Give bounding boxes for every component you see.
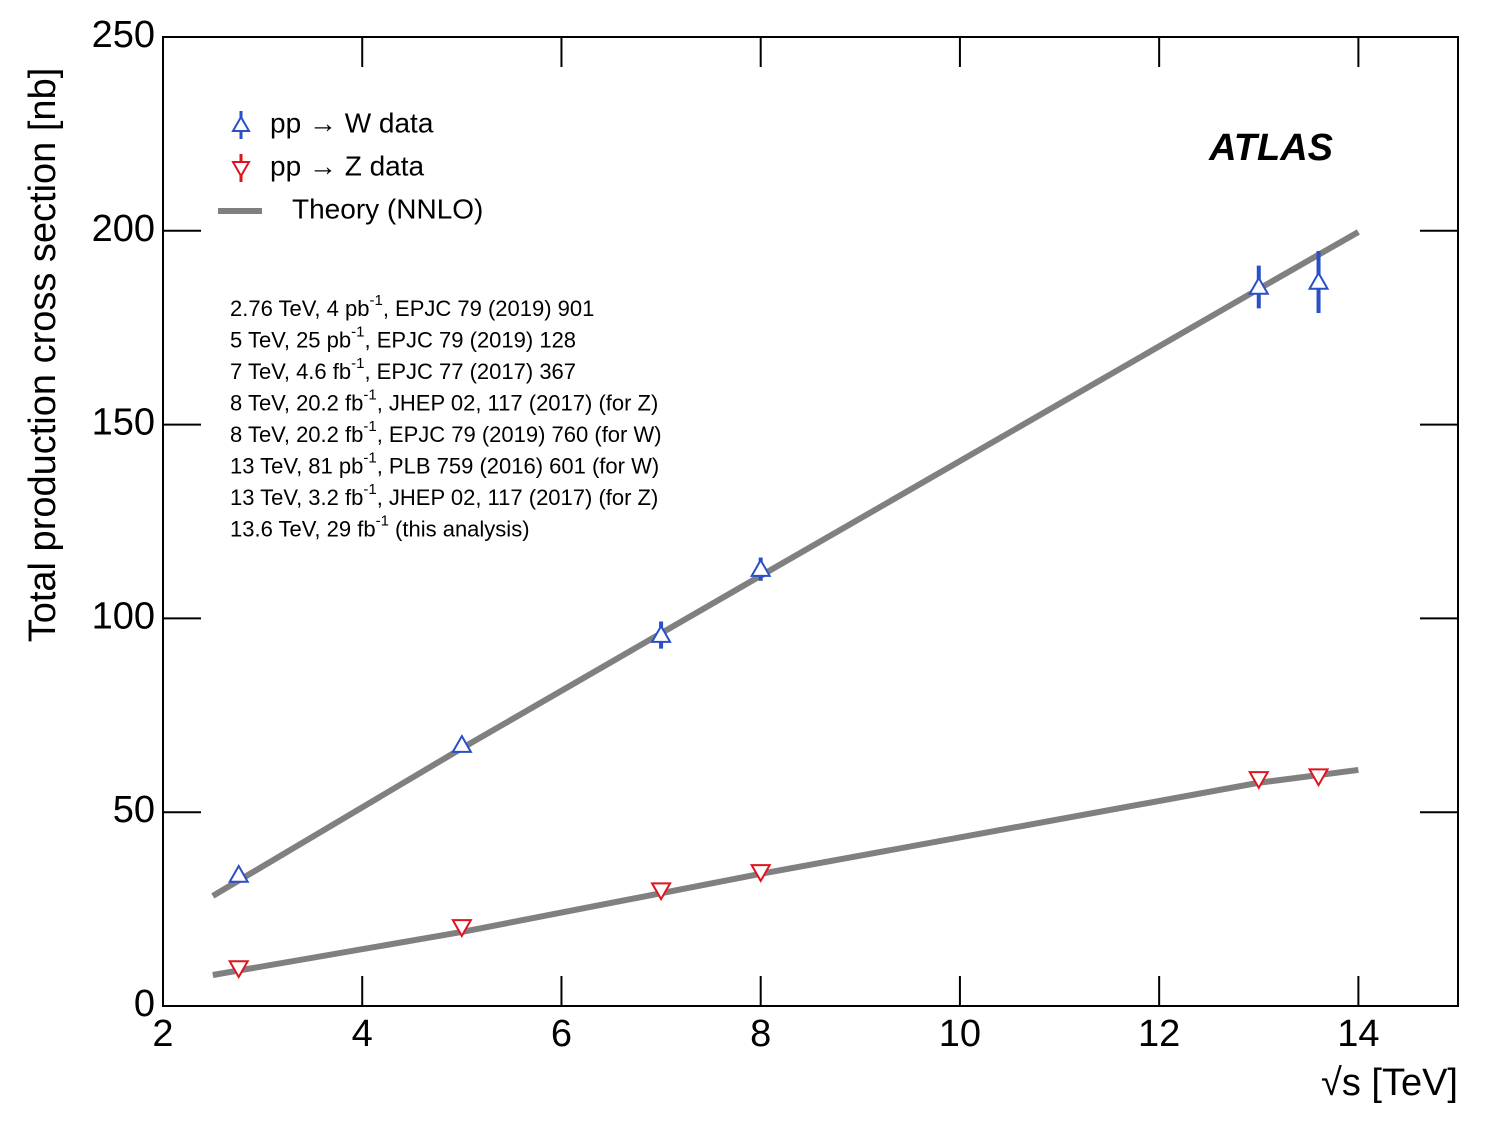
annotation-superscript: -1 <box>363 386 376 403</box>
data-point <box>749 864 772 883</box>
annotation-text: 13.6 TeV, 29 fb <box>230 516 376 541</box>
annotation-superscript: -1 <box>363 449 376 466</box>
annotation-text: 13 TeV, 3.2 fb <box>230 485 363 510</box>
y-tick-label: 250 <box>92 14 155 56</box>
y-tick-label: 0 <box>134 983 155 1025</box>
annotation: 2.76 TeV, 4 pb-1, EPJC 79 (2019) 901 <box>230 292 594 321</box>
annotation-text: 5 TeV, 25 pb <box>230 327 351 352</box>
data-point <box>1307 270 1330 290</box>
data-point <box>227 960 250 980</box>
data-point <box>650 882 672 902</box>
annotation-text: , JHEP 02, 117 (2017) (for Z) <box>377 390 659 415</box>
annotation: 13 TeV, 3.2 fb-1, JHEP 02, 117 (2017) (f… <box>230 481 658 510</box>
annotation-superscript: -1 <box>363 418 376 435</box>
legend-swatch <box>231 114 251 132</box>
legend-swatch <box>231 161 251 179</box>
x-tick-label: 10 <box>939 1013 981 1055</box>
x-tick-label: 14 <box>1337 1013 1379 1055</box>
annotation-text: 7 TeV, 4.6 fb <box>230 359 351 384</box>
annotation-text: , PLB 759 (2016) 601 (for W) <box>377 453 659 478</box>
annotation-text: , EPJC 79 (2019) 128 <box>364 327 576 352</box>
y-tick-label: 200 <box>92 208 155 250</box>
data-point <box>749 558 772 577</box>
data-point <box>451 919 473 938</box>
annotation-superscript: -1 <box>376 512 389 529</box>
experiment-label: ATLAS <box>1208 127 1333 169</box>
annotation-text: (this analysis) <box>389 516 530 541</box>
annotation-text: 13 TeV, 81 pb <box>230 453 363 478</box>
annotation-text: 8 TeV, 20.2 fb <box>230 390 363 415</box>
y-tick-label: 150 <box>92 402 155 444</box>
annotation-text: 8 TeV, 20.2 fb <box>230 422 363 447</box>
data-point <box>650 624 672 643</box>
annotation-text: , EPJC 79 (2019) 760 (for W) <box>377 422 662 447</box>
data-point <box>1307 768 1330 788</box>
legend-label: pp → Z data <box>270 150 425 181</box>
annotation: 5 TeV, 25 pb-1, EPJC 79 (2019) 128 <box>230 323 576 352</box>
annotation: 8 TeV, 20.2 fb-1, JHEP 02, 117 (2017) (f… <box>230 386 658 415</box>
annotation-text: , EPJC 79 (2019) 901 <box>383 296 595 321</box>
annotation: 8 TeV, 20.2 fb-1, EPJC 79 (2019) 760 (fo… <box>230 418 662 447</box>
data-point <box>451 734 473 753</box>
plot-frame <box>162 36 1459 1007</box>
legend-label: Theory (NNLO) <box>292 193 483 224</box>
annotation-superscript: -1 <box>363 481 376 498</box>
annotation-superscript: -1 <box>369 292 382 309</box>
annotation-text: , EPJC 77 (2017) 367 <box>364 359 576 384</box>
y-tick-label: 100 <box>92 595 155 637</box>
annotation-superscript: -1 <box>351 355 364 372</box>
y-tick-label: 50 <box>113 789 155 831</box>
x-tick-label: 6 <box>551 1013 572 1055</box>
x-tick-label: 8 <box>750 1013 771 1055</box>
data-point <box>1248 771 1270 790</box>
data-point <box>1248 275 1270 295</box>
annotation: 13 TeV, 81 pb-1, PLB 759 (2016) 601 (for… <box>230 449 659 478</box>
x-tick-label: 4 <box>352 1013 373 1055</box>
annotation: 13.6 TeV, 29 fb-1 (this analysis) <box>230 512 530 541</box>
data-point <box>227 863 250 883</box>
annotation-text: , JHEP 02, 117 (2017) (for Z) <box>377 485 659 510</box>
x-axis-label: √s [TeV] <box>1321 1062 1458 1104</box>
x-tick-label: 2 <box>152 1013 173 1055</box>
annotation-superscript: -1 <box>351 323 364 340</box>
annotation: 7 TeV, 4.6 fb-1, EPJC 77 (2017) 367 <box>230 355 576 384</box>
x-tick-label: 12 <box>1138 1013 1180 1055</box>
y-axis-label: Total production cross section [nb] <box>22 68 64 643</box>
legend-label: pp → W data <box>270 107 434 138</box>
theory-line <box>212 766 1359 978</box>
annotation-text: 2.76 TeV, 4 pb <box>230 296 369 321</box>
